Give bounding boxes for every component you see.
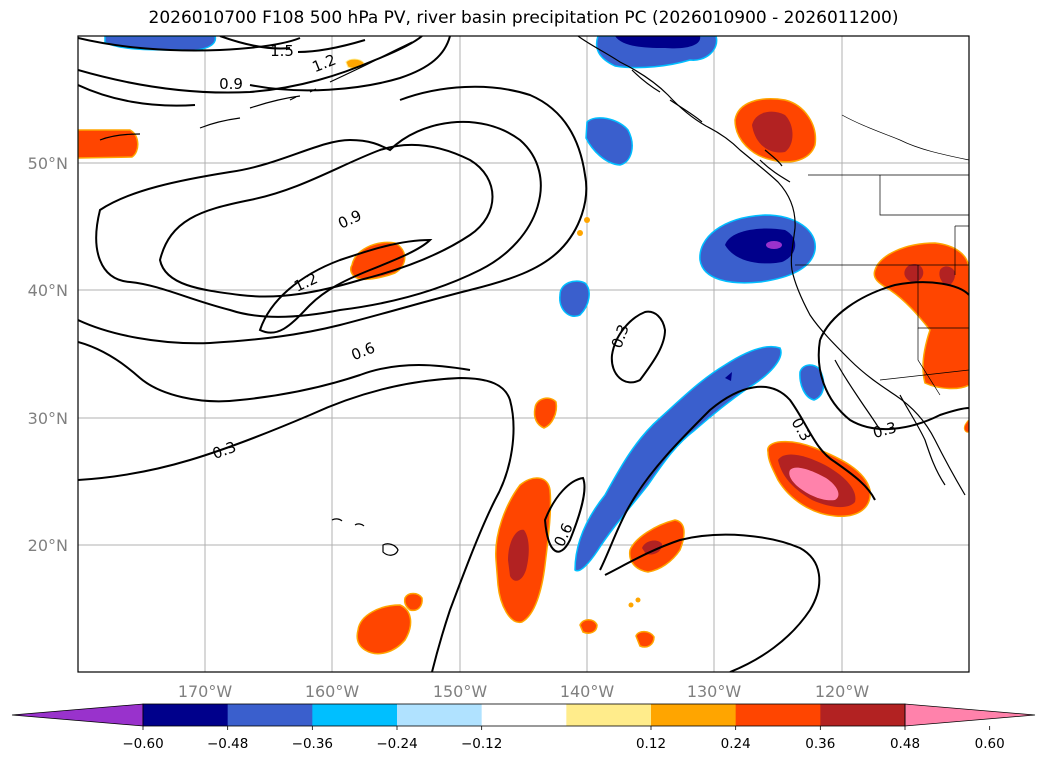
colorbar-tick-label: −0.36 (292, 736, 333, 752)
colorbar-tick-label: −0.60 (122, 736, 163, 752)
gridlines (78, 36, 969, 672)
state-borders (795, 114, 969, 396)
positive-precip-shading (78, 58, 969, 655)
colorbar-tick-label: 0.12 (636, 736, 666, 752)
colorbar-segment (566, 704, 652, 726)
lat-label: 30°N (28, 409, 68, 428)
colorbar-tick-label: 0.24 (721, 736, 751, 752)
colorbar-segment (312, 704, 398, 726)
negative-precip-shading (104, 36, 825, 572)
colorbar-segment (143, 704, 229, 726)
colorbar-segment (397, 704, 483, 726)
colorbar-segment (481, 704, 567, 726)
lat-label: 50°N (28, 154, 68, 173)
colorbar-tick-label: 0.48 (890, 736, 920, 752)
colorbar: −0.60 −0.48 −0.36 −0.24 −0.12 0.12 0.24 0.36 0.4… (11, 703, 1036, 752)
contour-label: 0.9 (219, 75, 243, 93)
colorbar-segment (651, 704, 737, 726)
contour-label: 0.3 (871, 418, 899, 442)
map-title: 2026010700 F108 500 hPa PV, river basin … (148, 8, 899, 28)
map-border (77, 35, 970, 673)
lat-label: 20°N (28, 536, 68, 555)
colorbar-tick-label: −0.48 (207, 736, 248, 752)
colorbar-tick-label: −0.24 (376, 736, 417, 752)
lon-label: 130°W (687, 682, 742, 701)
longitude-labels: 170°W 160°W 150°W 140°W 130°W 120°W (178, 682, 870, 701)
colorbar-segment (227, 704, 313, 726)
lon-label: 120°W (815, 682, 870, 701)
colorbar-extend-high (904, 703, 1036, 727)
lon-label: 170°W (178, 682, 233, 701)
colorbar-tick-label: 0.60 (975, 736, 1005, 752)
lon-label: 140°W (560, 682, 615, 701)
colorbar-border (142, 703, 906, 727)
colorbar-segment (820, 704, 906, 726)
lon-label: 150°W (433, 682, 488, 701)
pv-contours (78, 36, 969, 672)
contour-label: 1.5 (270, 42, 294, 60)
colorbar-tick-label: −0.12 (461, 736, 502, 752)
colorbar-extend-low (11, 703, 144, 727)
colorbar-segment (735, 704, 821, 726)
latitude-labels: 50°N 40°N 30°N 20°N (28, 154, 68, 555)
lat-label: 40°N (28, 281, 68, 300)
lon-label: 160°W (305, 682, 360, 701)
colorbar-tick-label: 0.36 (805, 736, 835, 752)
